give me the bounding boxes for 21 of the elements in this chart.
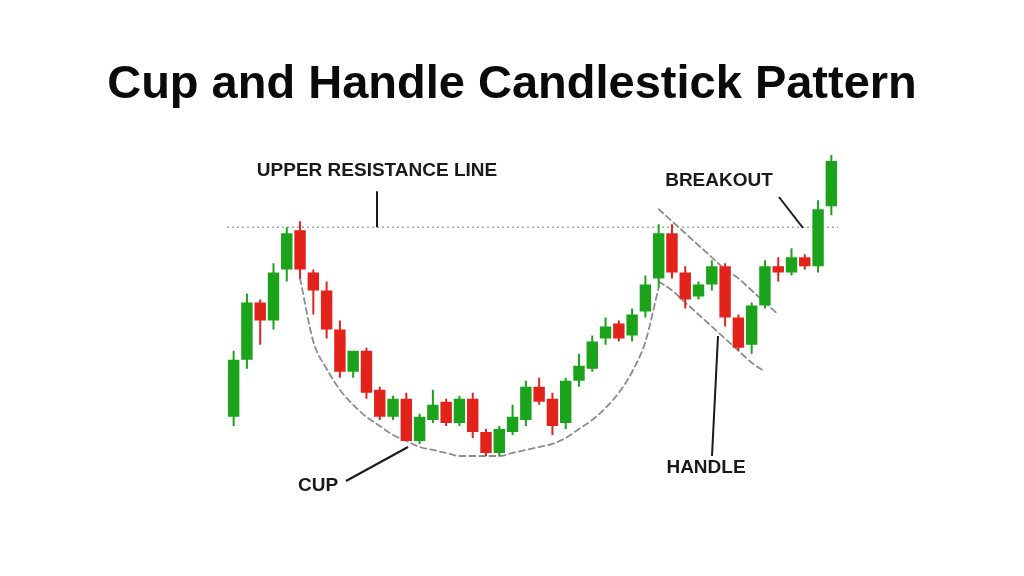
candlestick	[666, 224, 678, 279]
candlestick	[533, 377, 545, 405]
candlestick	[520, 380, 532, 426]
candlestick	[759, 260, 771, 309]
text: HANDLE	[666, 456, 746, 478]
candlestick	[706, 260, 718, 291]
ref-line-label: UPPER RESISTANCE LINE	[256, 159, 498, 181]
candlestick	[294, 221, 306, 279]
candlestick	[613, 320, 625, 342]
candlestick	[799, 254, 811, 270]
chart-title: Cup and Handle Candlestick Pattern	[107, 55, 917, 108]
candlestick	[241, 293, 253, 369]
candlestick	[719, 263, 731, 327]
candlestick	[573, 353, 585, 387]
annotation: BREAKOUT	[665, 169, 774, 191]
candlestick	[387, 395, 399, 420]
candlestick	[334, 320, 346, 378]
text: CUP	[297, 474, 339, 496]
candlestick	[427, 389, 439, 423]
candlestick	[626, 308, 638, 342]
candlestick	[254, 299, 266, 345]
